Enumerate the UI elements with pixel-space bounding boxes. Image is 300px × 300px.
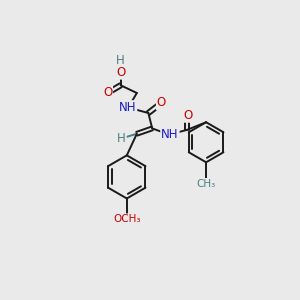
- Text: H: H: [116, 54, 125, 67]
- Text: O: O: [183, 109, 192, 122]
- Text: O: O: [157, 97, 166, 110]
- Text: OCH₃: OCH₃: [113, 214, 141, 224]
- Text: NH: NH: [161, 128, 179, 141]
- Text: O: O: [103, 86, 112, 100]
- Text: O: O: [116, 66, 125, 79]
- Text: NH: NH: [119, 101, 136, 114]
- Text: CH₃: CH₃: [196, 179, 216, 189]
- Text: H: H: [117, 132, 126, 145]
